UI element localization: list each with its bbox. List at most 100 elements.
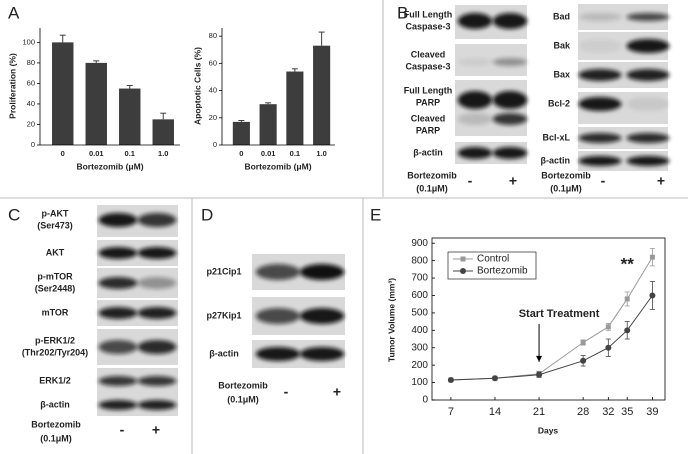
- treatment-label: (0.1μM): [40, 433, 72, 443]
- blot-label: p-ERK1/2: [35, 335, 75, 345]
- blot-label: p-mTOR: [37, 271, 73, 281]
- band: [626, 39, 670, 53]
- band: [578, 13, 622, 21]
- y-tick-label: 600: [411, 290, 428, 301]
- x-tick-label: 0.01: [261, 149, 276, 158]
- bar: [232, 121, 250, 145]
- annotation: **: [621, 254, 635, 273]
- treatment-label: Bortezomib: [31, 419, 81, 429]
- band: [492, 113, 528, 125]
- band: [98, 247, 138, 259]
- blot-label: β-actin: [40, 399, 70, 409]
- point: [605, 344, 612, 351]
- band: [457, 58, 493, 66]
- plot-frame: [431, 237, 666, 401]
- blot-label: (Ser2448): [35, 283, 76, 293]
- arrow-head: [536, 355, 543, 362]
- y-axis-label: Tumor Volume (mm³): [386, 278, 396, 362]
- panel-label: A: [8, 3, 20, 22]
- y-tick-label: 60: [27, 78, 35, 87]
- x-tick-label: 0.1: [125, 149, 135, 158]
- blot-label: (Thr202/Tyr204): [22, 347, 88, 357]
- point: [649, 254, 655, 260]
- band: [98, 277, 138, 289]
- band: [492, 147, 528, 159]
- x-tick-label: 7: [448, 406, 454, 418]
- bar: [286, 71, 304, 145]
- point: [580, 357, 587, 364]
- x-tick-label: 1.0: [158, 149, 168, 158]
- blot-label: Bad: [553, 11, 570, 21]
- blot-label: Caspase-3: [405, 21, 450, 31]
- band: [255, 347, 301, 361]
- band: [578, 133, 622, 143]
- x-tick-label: 0: [239, 149, 243, 158]
- treatment-label: (0.1μM): [550, 183, 582, 193]
- y-tick-label: 200: [411, 360, 428, 371]
- blot-strip: [578, 151, 668, 171]
- x-axis-label: Bortezomib (μM): [76, 161, 143, 171]
- x-tick-label: 0.01: [89, 149, 104, 158]
- band: [98, 213, 138, 227]
- band: [299, 347, 345, 361]
- band: [626, 69, 670, 81]
- blot-label: PARP: [416, 125, 440, 135]
- y-tick-label: 0: [422, 395, 428, 406]
- blot-label: (Ser473): [37, 220, 73, 230]
- x-tick-label: 39: [646, 406, 658, 418]
- legend-marker: [460, 268, 466, 274]
- band: [578, 156, 622, 166]
- x-axis-label: Days: [538, 425, 559, 435]
- y-tick-label: 100: [411, 377, 428, 388]
- y-tick-label: 40: [209, 86, 217, 95]
- legend-label: Bortezomib: [477, 266, 528, 277]
- band: [457, 113, 493, 125]
- blot-label: β-actin: [541, 155, 571, 165]
- annotation: Start Treatment: [519, 308, 600, 320]
- band: [626, 97, 670, 111]
- lane-label: -: [120, 422, 125, 438]
- band: [626, 13, 670, 21]
- x-tick-label: 0.1: [290, 149, 300, 158]
- blot-label: ERK1/2: [39, 375, 71, 385]
- blot-label: Bcl-2: [548, 98, 570, 108]
- blot-label: Bcl-xL: [542, 132, 570, 142]
- lane-label: -: [468, 173, 473, 189]
- x-tick-label: 32: [602, 406, 614, 418]
- x-tick-label: 28: [577, 406, 589, 418]
- band: [457, 91, 493, 109]
- y-tick-label: 800: [411, 255, 428, 266]
- x-tick-label: 14: [489, 406, 501, 418]
- y-axis-label: Apoptotic Cells (%): [192, 47, 202, 125]
- blot-label: PARP: [416, 97, 440, 107]
- blot-label: Bax: [553, 69, 570, 79]
- y-tick-label: 300: [411, 342, 428, 353]
- band: [98, 307, 138, 319]
- band: [492, 13, 528, 29]
- panel-label: E: [370, 205, 381, 224]
- panel-label: D: [201, 205, 213, 224]
- treatment-label: Bortezomib: [541, 170, 591, 180]
- bar: [85, 62, 107, 145]
- band: [492, 58, 528, 66]
- band: [492, 91, 528, 109]
- panel-label: B: [397, 3, 408, 22]
- y-tick-label: 80: [209, 31, 217, 40]
- band: [98, 400, 138, 410]
- y-tick-label: 0: [31, 140, 35, 149]
- bar: [259, 104, 277, 145]
- band: [137, 213, 177, 227]
- band: [457, 147, 493, 159]
- y-tick-label: 0: [213, 140, 217, 149]
- band: [626, 133, 670, 143]
- blot-label: Full Length: [404, 9, 453, 19]
- lane-label: +: [152, 422, 160, 438]
- x-tick-label: 35: [621, 406, 633, 418]
- treatment-label: Bortezomib: [218, 380, 268, 390]
- band: [137, 376, 177, 386]
- y-tick-label: 40: [27, 99, 35, 108]
- blot-label: mTOR: [42, 307, 69, 317]
- x-tick-label: 1.0: [316, 149, 326, 158]
- x-tick-label: 21: [533, 406, 545, 418]
